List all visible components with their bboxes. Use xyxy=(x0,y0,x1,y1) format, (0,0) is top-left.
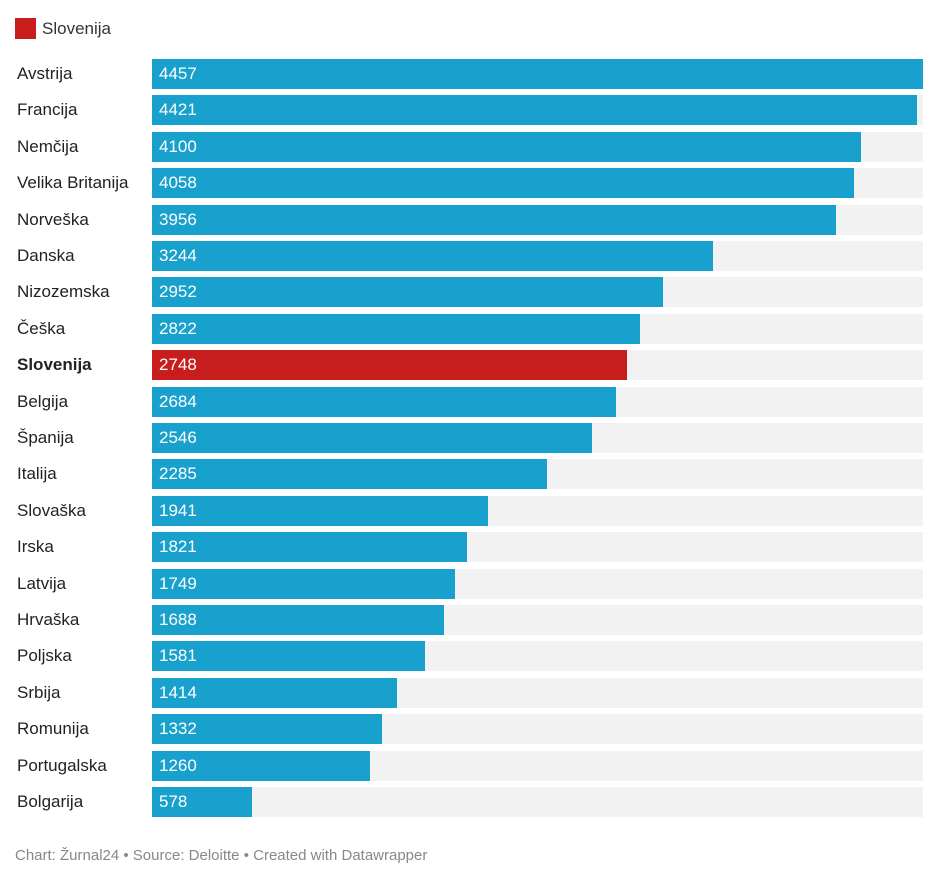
bar xyxy=(152,495,488,526)
value-label: 2952 xyxy=(159,282,197,302)
category-label: Slovenija xyxy=(17,355,92,375)
bar xyxy=(152,532,467,563)
bar xyxy=(152,277,663,308)
value-label: 2285 xyxy=(159,464,197,484)
bar xyxy=(152,714,383,745)
category-label: Romunija xyxy=(17,719,89,739)
category-label: Belgija xyxy=(17,391,69,411)
bar-row: Latvija 1749 xyxy=(0,568,940,599)
value-label: 1260 xyxy=(159,755,197,775)
value-label: 1581 xyxy=(159,646,197,666)
legend-label: Slovenija xyxy=(42,18,111,38)
bar-row: Srbija 1414 xyxy=(0,677,940,708)
bar xyxy=(152,59,923,89)
bar xyxy=(152,241,714,271)
bar xyxy=(152,787,252,817)
category-label: Srbija xyxy=(17,682,61,702)
value-label: 4058 xyxy=(159,173,197,193)
value-label: 1688 xyxy=(159,610,197,629)
value-label: 2684 xyxy=(159,391,197,411)
bar-row: Avstrija 4457 xyxy=(0,59,940,89)
bar xyxy=(152,605,444,635)
value-label: 1414 xyxy=(159,682,197,702)
value-label: 4457 xyxy=(159,64,197,83)
category-label: Velika Britanija xyxy=(17,173,129,193)
bar-row: Slovaška 1941 xyxy=(0,495,940,526)
bar-track xyxy=(152,787,923,817)
value-label: 1332 xyxy=(159,719,197,739)
bar-row: Francija 4421 xyxy=(0,95,940,126)
value-label: 1941 xyxy=(159,500,197,520)
category-label: Portugalska xyxy=(17,755,107,775)
bar xyxy=(152,131,862,162)
bar-row: Bolgarija 578 xyxy=(0,787,940,817)
bar xyxy=(152,350,628,381)
category-label: Bolgarija xyxy=(17,792,84,811)
bar xyxy=(152,750,370,781)
bar-row: Belgija 2684 xyxy=(0,386,940,417)
footer-credits: Chart: Žurnal24 • Source: Deloitte • Cre… xyxy=(15,847,428,864)
bar xyxy=(152,568,455,599)
category-label: Avstrija xyxy=(17,64,73,83)
value-label: 3956 xyxy=(159,209,197,229)
bar-row: Danska 3244 xyxy=(0,241,940,271)
bar-row: Irska 1821 xyxy=(0,532,940,563)
bar-row: Španija 2546 xyxy=(0,423,940,453)
bar-row: Hrvaška 1688 xyxy=(0,605,940,635)
value-label: 2546 xyxy=(159,428,197,447)
value-label: 578 xyxy=(159,792,188,811)
value-label: 1749 xyxy=(159,573,197,593)
bar xyxy=(152,168,854,199)
category-label: Danska xyxy=(17,246,75,265)
bar xyxy=(152,677,397,708)
category-label: Hrvaška xyxy=(17,610,80,629)
bar xyxy=(152,641,426,672)
bar-row: Češka 2822 xyxy=(0,313,940,344)
bar-row: Norveška 3956 xyxy=(0,204,940,235)
category-label: Latvija xyxy=(17,573,67,593)
bar-row: Poljska 1581 xyxy=(0,641,940,672)
value-label: 3244 xyxy=(159,246,197,265)
bar-row: Italija 2285 xyxy=(0,459,940,490)
category-label: Nizozemska xyxy=(17,282,110,302)
bar-row: Nizozemska 2952 xyxy=(0,277,940,308)
bar xyxy=(152,459,548,490)
legend: Slovenija xyxy=(15,18,111,39)
bar xyxy=(152,95,917,126)
category-label: Italija xyxy=(17,464,57,484)
bar xyxy=(152,386,617,417)
category-label: Češka xyxy=(17,318,66,338)
value-label: 1821 xyxy=(159,537,197,557)
category-label: Slovaška xyxy=(17,500,86,520)
category-label: Poljska xyxy=(17,646,72,666)
category-label: Nemčija xyxy=(17,136,79,156)
bar-row: Romunija 1332 xyxy=(0,714,940,745)
category-label: Španija xyxy=(17,428,74,447)
value-label: 2748 xyxy=(159,355,197,375)
value-label: 2822 xyxy=(159,318,197,338)
legend-swatch xyxy=(15,18,36,39)
value-label: 4421 xyxy=(159,100,197,120)
bar-row: Portugalska 1260 xyxy=(0,750,940,781)
category-label: Francija xyxy=(17,100,78,120)
bar xyxy=(152,204,837,235)
bar-row: Velika Britanija 4058 xyxy=(0,168,940,199)
bar-row: Slovenija 2748 xyxy=(0,350,940,381)
category-label: Irska xyxy=(17,537,54,557)
bar xyxy=(152,313,641,344)
value-label: 4100 xyxy=(159,136,197,156)
bar-row: Nemčija 4100 xyxy=(0,131,940,162)
category-label: Norveška xyxy=(17,209,89,229)
bar xyxy=(152,423,593,453)
